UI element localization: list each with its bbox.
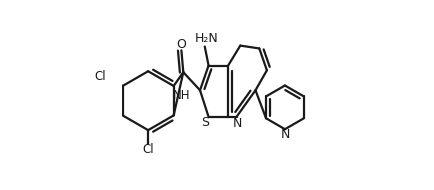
Text: O: O	[176, 38, 186, 51]
Text: S: S	[201, 116, 208, 129]
Text: Cl: Cl	[94, 70, 105, 83]
Text: Cl: Cl	[142, 143, 154, 156]
Text: N: N	[232, 117, 242, 130]
Text: NH: NH	[172, 89, 190, 102]
Text: H₂N: H₂N	[194, 32, 218, 45]
Text: N: N	[280, 128, 290, 141]
